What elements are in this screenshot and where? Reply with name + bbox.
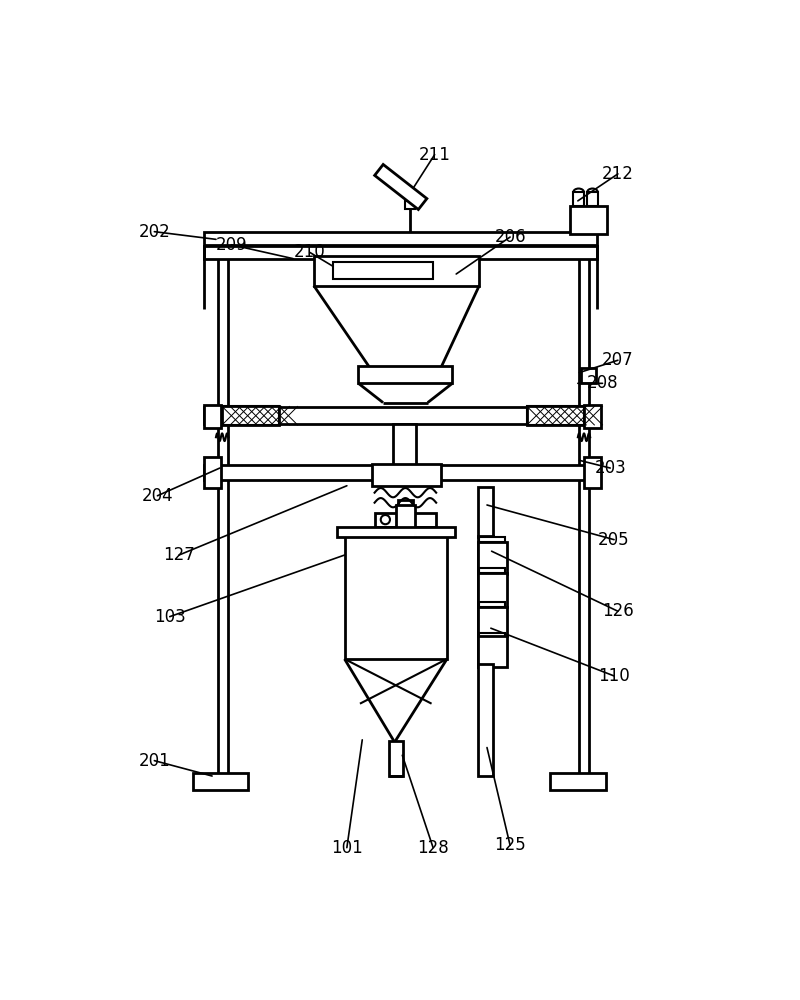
Text: 127: 127	[163, 546, 195, 564]
Text: 101: 101	[331, 839, 362, 857]
Bar	[371, 464, 441, 486]
Text: 205: 205	[598, 531, 630, 549]
Bar	[337, 527, 454, 537]
Text: 201: 201	[138, 752, 170, 770]
Text: 125: 125	[494, 836, 526, 854]
Circle shape	[381, 515, 390, 524]
Bar	[478, 664, 493, 776]
Bar	[478, 536, 493, 667]
Bar	[478, 607, 507, 636]
Bar	[570, 206, 607, 234]
Bar	[193, 773, 248, 790]
Bar	[222, 406, 279, 425]
Bar	[527, 406, 584, 425]
Bar	[345, 532, 447, 659]
Bar	[358, 366, 452, 383]
Text: 202: 202	[138, 223, 170, 241]
Bar	[584, 405, 601, 428]
Bar	[574, 192, 584, 206]
Bar	[205, 457, 222, 488]
Bar	[205, 405, 222, 428]
Bar	[527, 406, 584, 425]
Text: 204: 204	[142, 487, 174, 505]
Bar	[374, 513, 436, 527]
Bar	[396, 505, 414, 534]
Bar	[390, 741, 403, 776]
Bar	[333, 262, 433, 279]
Bar	[479, 602, 506, 607]
Bar	[587, 192, 598, 206]
Text: 208: 208	[586, 374, 618, 392]
Polygon shape	[374, 164, 427, 210]
Bar	[314, 256, 479, 286]
Text: 211: 211	[418, 146, 450, 164]
Bar	[581, 368, 596, 383]
Text: 207: 207	[602, 351, 634, 369]
Bar	[584, 457, 601, 488]
Text: 126: 126	[602, 602, 634, 620]
Bar	[479, 604, 506, 608]
Bar	[205, 465, 597, 480]
Text: 203: 203	[594, 459, 626, 477]
Bar	[222, 406, 279, 425]
Bar	[405, 201, 415, 209]
Text: 103: 103	[154, 608, 186, 626]
Bar	[478, 487, 493, 537]
Bar	[479, 633, 506, 637]
Bar	[393, 424, 416, 466]
Bar	[479, 568, 506, 573]
Bar	[398, 500, 413, 537]
Bar	[478, 573, 507, 607]
Text: 212: 212	[602, 165, 634, 183]
Bar	[478, 636, 507, 667]
Bar	[205, 232, 597, 245]
Text: 210: 210	[294, 243, 326, 261]
Bar	[550, 773, 606, 790]
Bar	[205, 407, 597, 424]
Text: 110: 110	[598, 667, 630, 685]
Text: 206: 206	[494, 228, 526, 246]
Bar	[205, 246, 597, 259]
Bar	[479, 537, 506, 542]
Bar	[478, 542, 507, 574]
Bar	[479, 571, 506, 576]
Text: 128: 128	[418, 839, 449, 857]
Text: 209: 209	[215, 236, 247, 254]
